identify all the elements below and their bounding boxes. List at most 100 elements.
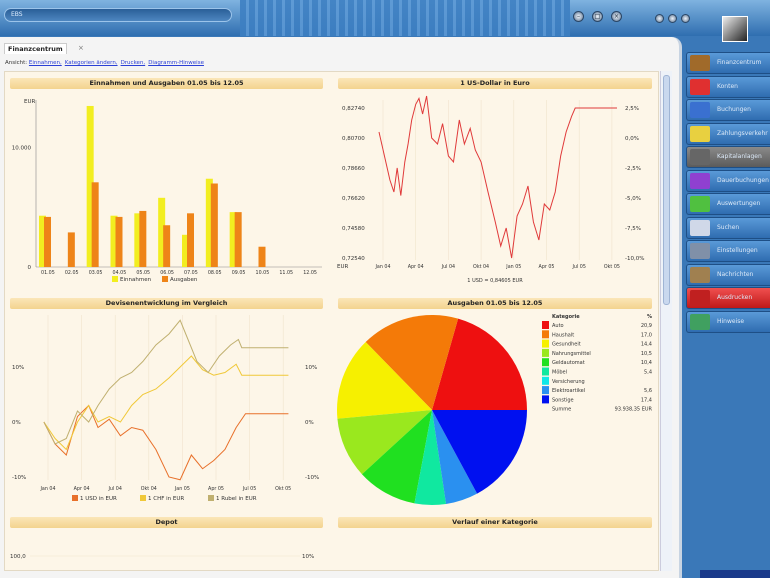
link-kategorien[interactable]: Kategorien ändern, (64, 60, 118, 66)
bar-ausgaben (258, 246, 266, 267)
legend-value: 17,0 (641, 332, 652, 338)
legend-label: 1 Rubel in EUR (216, 496, 257, 502)
legend-label: 1 CHF in EUR (148, 496, 184, 502)
legend-label: Elektroartikel (552, 388, 585, 394)
legend-label: 1 USD in EUR (80, 496, 117, 502)
legend-label: Auto (552, 323, 564, 329)
y-tick-label-right: 10% (302, 554, 314, 560)
bar-ausgaben (91, 182, 99, 267)
x-tick-label: 06.05 (160, 270, 174, 276)
legend-swatch (112, 276, 118, 282)
sidebar-item-konten[interactable]: Konten (686, 75, 770, 98)
legend-label: Ausgaben (170, 277, 198, 283)
legend-swatch (542, 339, 549, 348)
bar-ausgaben (67, 232, 75, 267)
legend-swatch (542, 367, 549, 376)
minimize-icon[interactable]: – (573, 11, 584, 22)
legend-value: 10,4 (641, 360, 652, 366)
x-tick-label: Jul 05 (242, 486, 256, 492)
legend-label: Sonstige (552, 397, 574, 403)
sidebar-item-finanzcentrum[interactable]: Finanzcentrum (686, 52, 770, 74)
legend-swatch (72, 495, 78, 501)
bar-ausgaben (115, 216, 123, 267)
x-tick-label: Jul 04 (441, 264, 455, 270)
legend-value: 14,4 (641, 342, 652, 348)
x-tick-label: Jan 05 (174, 486, 190, 492)
pie-slice-nahrungsmittel (337, 410, 432, 475)
sidebar-item-suchen[interactable]: Suchen (686, 216, 770, 239)
series-line-0 (43, 404, 289, 481)
bar-ausgaben (210, 183, 218, 267)
nav-forward-icon[interactable] (681, 14, 690, 23)
vertical-scrollbar[interactable] (660, 71, 672, 571)
finance-icon (690, 55, 710, 71)
x-tick-label: Apr 04 (408, 264, 424, 270)
x-tick-label: Okt 04 (473, 264, 489, 270)
sidebar-item-label: Buchungen (717, 106, 751, 113)
legend-label: Haushalt (552, 332, 574, 338)
sidebar-nav: Finanzcentrum Konten Buchungen Zahlungsverk… (686, 52, 770, 334)
bar-einnahmen (205, 178, 213, 267)
sidebar-item-hinweise[interactable]: Hinweise (686, 310, 770, 333)
y-tick-label-right: -10% (305, 475, 319, 481)
bar-einnahmen (86, 105, 94, 267)
close-icon[interactable]: × (611, 11, 622, 22)
reports-icon (690, 196, 710, 212)
sidebar-item-buchungen[interactable]: Buchungen (686, 99, 770, 121)
x-tick-label: 11.05 (279, 270, 293, 276)
tab-finanzcentrum[interactable]: Finanzcentrum (4, 43, 67, 54)
x-tick-label: Jan 05 (505, 264, 521, 270)
y-tick-label: 0 (28, 265, 32, 271)
y-tick-label: 0,74580 (342, 226, 365, 232)
sidebar-item-label: Finanzcentrum (717, 59, 762, 66)
search-icon (690, 219, 710, 236)
y-tick-label: 0,78660 (342, 166, 365, 172)
link-drucken[interactable]: Drucken, (120, 60, 146, 66)
scrollbar-thumb[interactable] (663, 75, 670, 305)
sidebar-item-dauerbuchungen[interactable]: Dauerbuchungen (686, 169, 770, 192)
legend-swatch (542, 330, 549, 339)
chart-title-depot: Depot (10, 517, 323, 528)
maximize-icon[interactable]: □ (592, 11, 603, 22)
x-tick-label: 08.05 (208, 270, 222, 276)
x-tick-label: 10.05 (256, 270, 270, 276)
legend-swatch (542, 395, 549, 404)
nav-back-icon[interactable] (655, 14, 664, 23)
print-icon (690, 290, 710, 306)
pie-slice-gesundheit (337, 341, 432, 419)
y-tick-label: 10.000 (12, 146, 32, 152)
chart-title-income-expenses: Einnahmen und Ausgaben 01.05 bis 12.05 (10, 78, 323, 89)
x-tick-label: 02.05 (65, 270, 79, 276)
app-logo (722, 16, 748, 42)
sidebar-item-kapitalanlagen[interactable]: Kapitalanlagen (686, 146, 770, 168)
legend-label: Nahrungsmittel (552, 351, 591, 357)
nav-home-icon[interactable] (668, 14, 677, 23)
y-tick-label: 10% (12, 365, 24, 371)
x-tick-label: Jul 05 (571, 264, 585, 270)
sidebar-item-auswertungen[interactable]: Auswertungen (686, 193, 770, 215)
x-tick-label: Apr 04 (74, 486, 90, 492)
legend-swatch (208, 495, 214, 501)
investments-icon (690, 149, 710, 165)
legend-value: 10,5 (641, 351, 652, 357)
y-tick-label: 0,82740 (342, 106, 365, 112)
sidebar-item-einstellungen[interactable]: Einstellungen (686, 240, 770, 262)
bar-einnahmen (110, 215, 118, 267)
x-tick-label: Okt 05 (604, 264, 620, 270)
link-einnahmen[interactable]: Einnahmen, (28, 60, 62, 66)
x-tick-label: Apr 05 (208, 486, 224, 492)
legend-value: 20,9 (641, 323, 652, 329)
x-tick-label: 01.05 (41, 270, 55, 276)
y-tick-label: 0,80700 (342, 136, 365, 142)
tab-close-icon[interactable]: × (78, 44, 84, 52)
sidebar-item-nachrichten[interactable]: Nachrichten (686, 263, 770, 286)
legend-label: Möbel (552, 370, 567, 376)
sidebar-item-zahlungsverkehr[interactable]: Zahlungsverkehr (686, 122, 770, 145)
legend-value: 17,4 (641, 397, 652, 403)
legend-label: Geldautomat (552, 360, 585, 366)
link-hinweise[interactable]: Diagramm-Hinweise (148, 60, 204, 66)
sidebar-item-ausdrucken[interactable]: Ausdrucken (686, 287, 770, 309)
sidebar-item-label: Ausdrucken (717, 294, 753, 301)
legend-header: Kategorie (552, 314, 580, 320)
